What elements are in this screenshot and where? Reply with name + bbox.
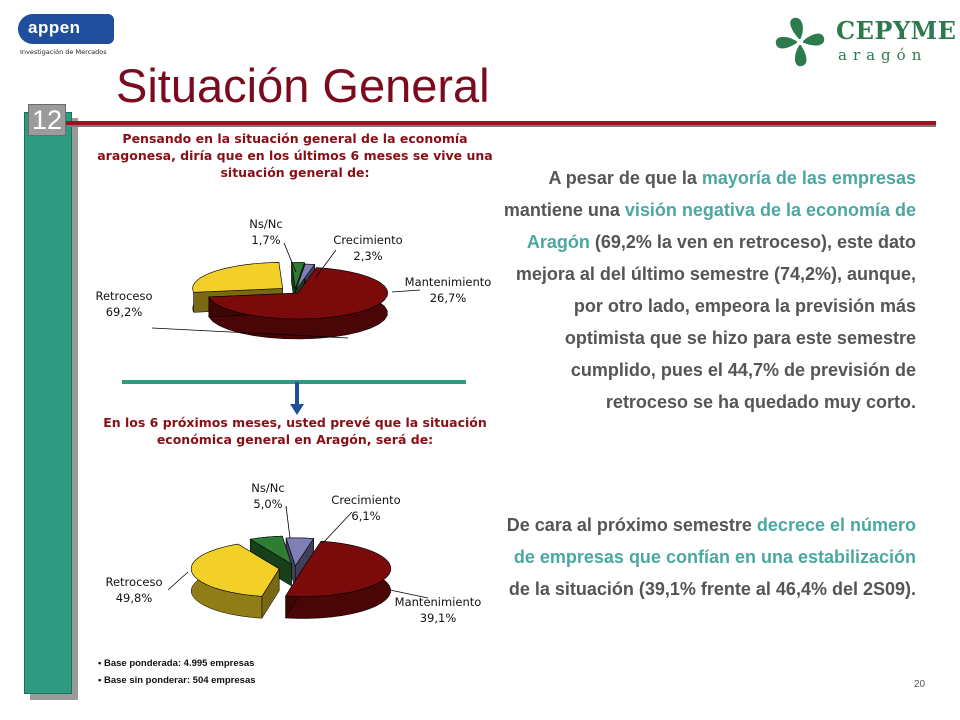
pie-1-slice-label: Mantenimiento: [405, 275, 492, 289]
pie-chart-2: Ns/Nc 5,0% Crecimiento 6,1% Mantenimiento 39,…: [106, 481, 482, 625]
pie-2-leader-line: [285, 505, 291, 539]
pie-1-slice-value: 1,7%: [251, 233, 280, 247]
pie-1-leader-line: [391, 289, 421, 293]
pie-1-slice-mantenimiento: [192, 262, 283, 293]
pie-2-slice-label: Mantenimiento: [395, 595, 482, 609]
paragraph-text: mantiene una: [503, 200, 625, 220]
paragraph-text: A pesar de que la: [548, 168, 702, 188]
down-arrow-icon: [290, 382, 304, 415]
pie-charts: Ns/Nc 1,7% Crecimiento 2,3% Mantenimiento 26,…: [96, 217, 492, 625]
page-number: 20: [914, 679, 926, 690]
title-rule-shadow: [68, 125, 936, 127]
sidebar-bar: [24, 112, 72, 694]
cepyme-logo-subtitle: aragón: [838, 46, 928, 64]
cepyme-logo-wordmark: CEPYME: [836, 16, 957, 45]
pie-2-slice-crecimiento: [249, 535, 293, 565]
pie-2-slice-value: 6,1%: [351, 509, 380, 523]
page-badge: 12: [28, 104, 66, 136]
commentary-paragraph-1: A pesar de que la mayoría de las empresa…: [496, 162, 916, 418]
cepyme-logo: CEPYME aragón: [772, 14, 956, 70]
pie-2-slice-label: Crecimiento: [331, 493, 400, 507]
highlighted-phrase: decrece el número de empresas que confía…: [513, 515, 916, 567]
pie-1-slice-nsnc: [295, 263, 316, 291]
append-logo-wordmark: appen: [28, 18, 81, 37]
footnote-weighted-base: • Base ponderada: 4.995 empresas: [98, 658, 255, 669]
pie-2-slice-value: 49,8%: [116, 591, 153, 605]
append-logo: appen Investigación de Mercados: [18, 14, 114, 58]
paragraph-text: (69,2% la ven en retroceso), este dato m…: [515, 232, 916, 412]
pie-1-leader-line: [315, 249, 337, 278]
cepyme-leaf-icon: [775, 17, 825, 67]
append-logo-subtitle: Investigación de Mercados: [20, 48, 107, 56]
paragraph-text: de la situación (39,1% frente al 46,4% d…: [508, 579, 916, 599]
pie-1-slice-label: Ns/Nc: [249, 217, 282, 231]
highlighted-phrase: visión negativa de la economía de Aragón: [526, 200, 916, 252]
append-logo-badge: appen: [18, 14, 114, 44]
pie-2-slice-mantenimiento: [190, 543, 280, 597]
commentary-paragraph-2: De cara al próximo semestre decrece el n…: [496, 509, 916, 605]
pie-1-slice-value: 26,7%: [430, 291, 467, 305]
pie-2-slice-value: 39,1%: [420, 611, 457, 625]
separator-line: [122, 380, 466, 384]
pie-1-slice-value: 69,2%: [106, 305, 143, 319]
pie-2-leader-line: [321, 511, 353, 545]
highlighted-phrase: mayoría de las empresas: [701, 168, 916, 188]
page-title: Situación General: [116, 59, 490, 112]
title-rule: [66, 121, 936, 125]
pie-2-leader-line: [167, 571, 189, 591]
pie-1-slice-label: Retroceso: [96, 289, 153, 303]
chart-1-question: Pensando en la situación general de la e…: [97, 131, 493, 180]
pie-1-leader-line: [283, 242, 297, 273]
pie-1-slice-retroceso: [208, 267, 389, 320]
pie-1-slice-value: 2,3%: [353, 249, 382, 263]
pie-2-slice-label: Ns/Nc: [251, 481, 284, 495]
pie-2-slice-label: Retroceso: [106, 575, 163, 589]
pie-2-slice-retroceso: [285, 540, 392, 597]
pie-1-slice-label: Crecimiento: [333, 233, 402, 247]
paragraph-text: De cara al próximo semestre: [506, 515, 757, 535]
pie-2-leader-line: [389, 589, 429, 599]
footnote-unweighted-base: • Base sin ponderar: 504 empresas: [98, 675, 256, 686]
pie-chart-1: Ns/Nc 1,7% Crecimiento 2,3% Mantenimiento 26,…: [96, 217, 492, 340]
chart-2-question: En los 6 próximos meses, usted prevé que…: [103, 415, 487, 447]
pie-2-slice-value: 5,0%: [253, 497, 282, 511]
pie-1-leader-line: [151, 327, 349, 339]
